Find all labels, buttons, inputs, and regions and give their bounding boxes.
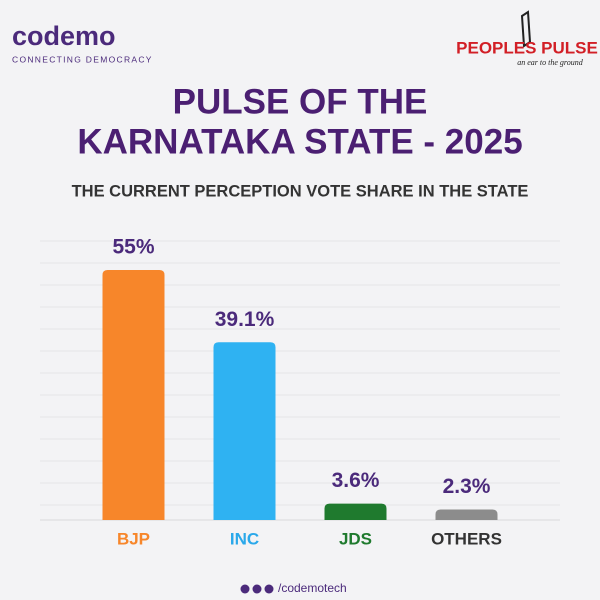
bar: [213, 342, 276, 520]
value-label: 2.3%: [443, 475, 491, 498]
value-label: 39.1%: [215, 308, 275, 331]
bar: [102, 270, 165, 520]
value-label: 55%: [112, 236, 154, 259]
subtitle: THE CURRENT PERCEPTION VOTE SHARE IN THE…: [72, 182, 529, 200]
partner-logo-icon: [520, 10, 532, 48]
brand-name: codemo: [12, 21, 116, 51]
title-line: KARNATAKA STATE - 2025: [77, 122, 522, 161]
bar: [324, 503, 387, 520]
title-line: PULSE OF THE: [173, 82, 428, 121]
x-tick-label: JDS: [339, 529, 372, 548]
x-tick-label: OTHERS: [431, 529, 502, 548]
partner-name: PEOPLES PULSE: [456, 38, 598, 57]
x-tick-label: BJP: [117, 529, 150, 548]
partner-tagline: an ear to the ground: [517, 58, 583, 67]
footer-handle: /codemotech: [278, 581, 347, 595]
brand-tagline: CONNECTING DEMOCRACY: [12, 54, 153, 64]
social-icons: [240, 584, 274, 594]
value-label: 3.6%: [332, 469, 380, 492]
bar: [435, 509, 498, 520]
x-tick-label: INC: [230, 529, 259, 548]
